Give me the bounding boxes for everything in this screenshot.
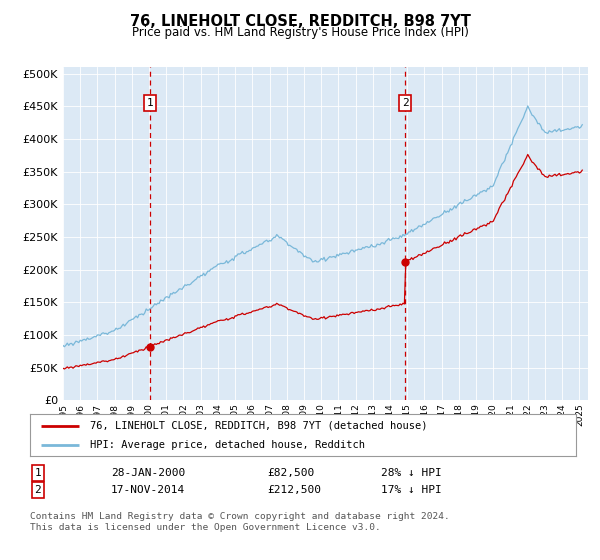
Text: £212,500: £212,500 — [267, 485, 321, 495]
Text: 1: 1 — [34, 468, 41, 478]
Text: 1: 1 — [147, 98, 154, 108]
Text: 28-JAN-2000: 28-JAN-2000 — [111, 468, 185, 478]
Text: 76, LINEHOLT CLOSE, REDDITCH, B98 7YT (detached house): 76, LINEHOLT CLOSE, REDDITCH, B98 7YT (d… — [90, 421, 428, 431]
Text: £82,500: £82,500 — [267, 468, 314, 478]
Text: 2: 2 — [402, 98, 409, 108]
Text: 17% ↓ HPI: 17% ↓ HPI — [381, 485, 442, 495]
Text: Contains HM Land Registry data © Crown copyright and database right 2024.
This d: Contains HM Land Registry data © Crown c… — [30, 512, 450, 532]
Text: HPI: Average price, detached house, Redditch: HPI: Average price, detached house, Redd… — [90, 440, 365, 450]
Text: 2: 2 — [34, 485, 41, 495]
Text: 28% ↓ HPI: 28% ↓ HPI — [381, 468, 442, 478]
Text: 76, LINEHOLT CLOSE, REDDITCH, B98 7YT: 76, LINEHOLT CLOSE, REDDITCH, B98 7YT — [130, 14, 470, 29]
Text: Price paid vs. HM Land Registry's House Price Index (HPI): Price paid vs. HM Land Registry's House … — [131, 26, 469, 39]
Text: 17-NOV-2014: 17-NOV-2014 — [111, 485, 185, 495]
